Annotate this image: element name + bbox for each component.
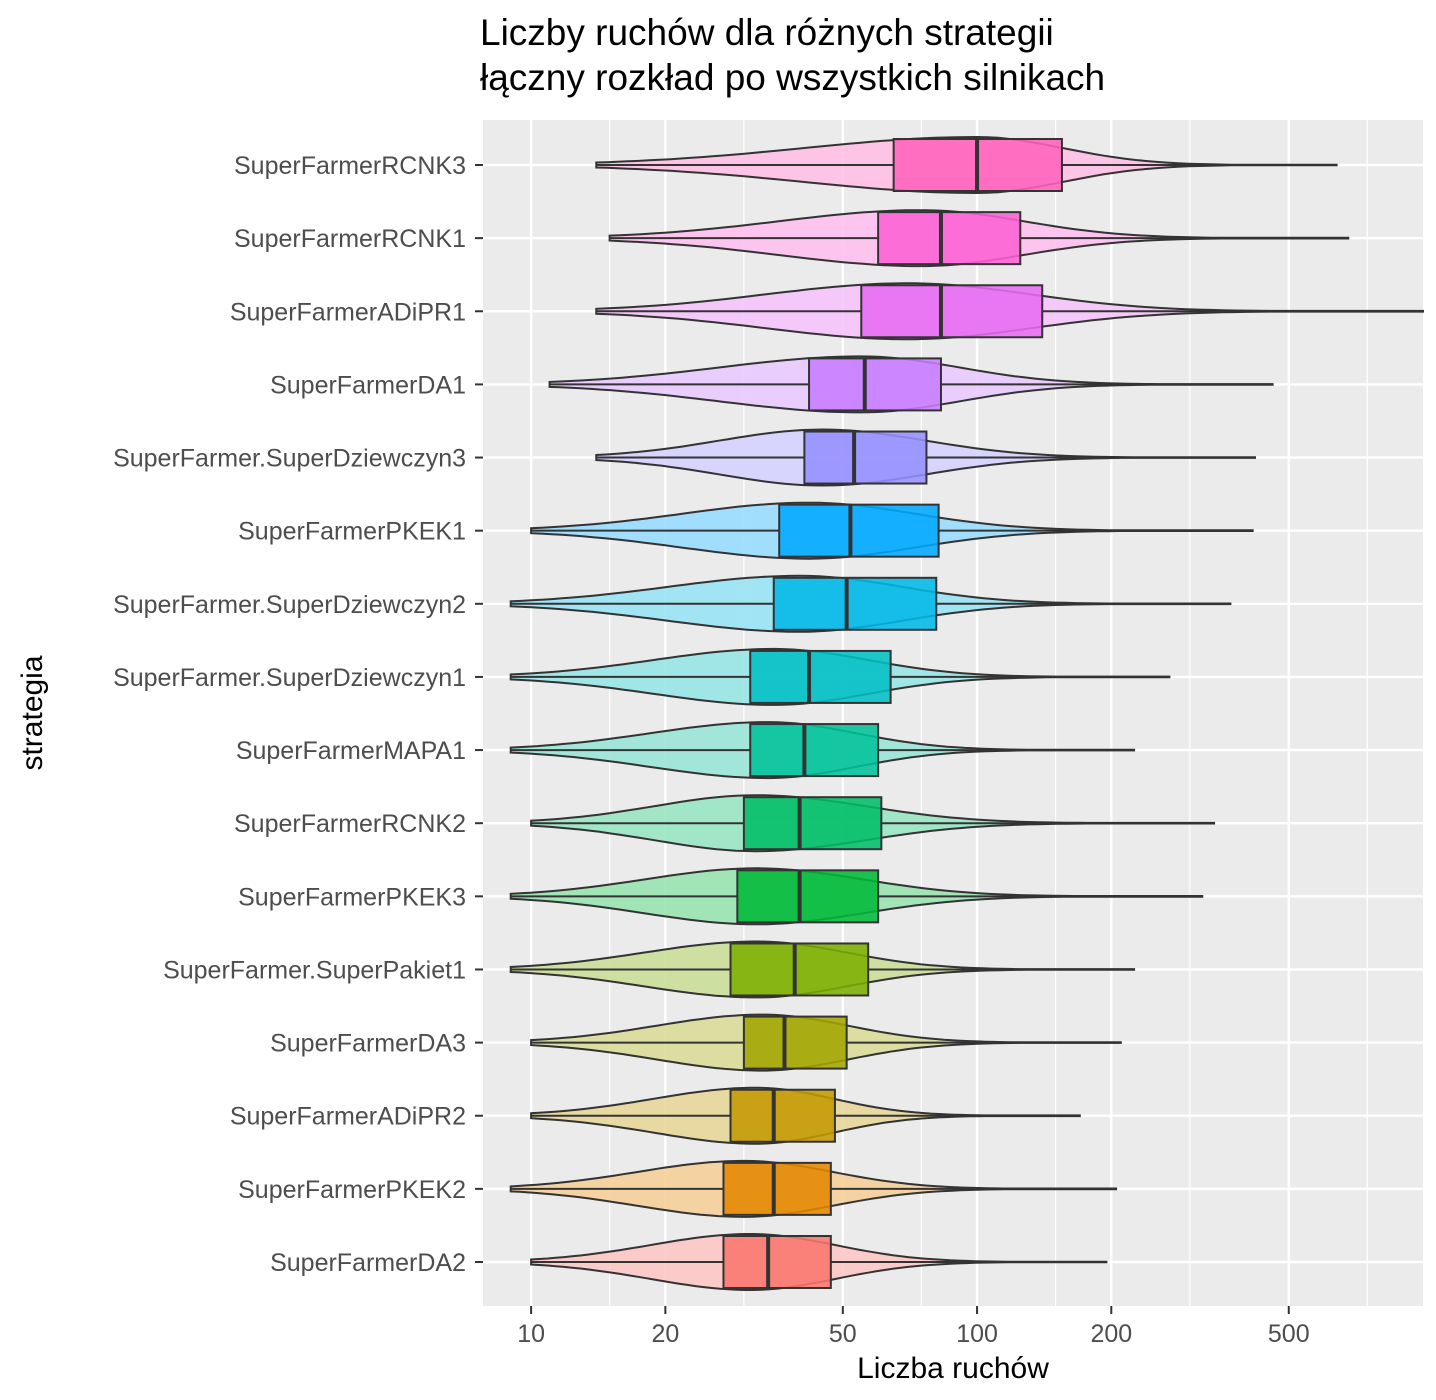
box-SuperFarmerADiPR1 <box>860 284 1044 339</box>
y-tick-label: SuperFarmerPKEK3 <box>238 883 466 911</box>
box-SuperFarmerPKEK2 <box>722 1161 832 1216</box>
box-SuperFarmer.SuperDziewczyn1 <box>749 649 892 704</box>
x-axis: 10 20 50 100 200 500 <box>517 1306 1310 1348</box>
y-tick-label: SuperFarmerRCNK2 <box>234 810 466 838</box>
chart-title-line-1: Liczby ruchów dla różnych strategii <box>480 12 1054 53</box>
x-tick-label: 50 <box>829 1320 857 1348</box>
chart-title: Liczby ruchów dla różnych strategii łącz… <box>480 10 1105 100</box>
y-tick-label: SuperFarmer.SuperPakiet1 <box>163 956 466 984</box>
box-SuperFarmerDA1 <box>808 357 942 412</box>
x-tick-label: 500 <box>1268 1320 1310 1348</box>
y-tick-label: SuperFarmerDA1 <box>270 371 466 399</box>
box-SuperFarmerADiPR2 <box>729 1088 836 1143</box>
y-tick-label: SuperFarmerRCNK1 <box>234 225 466 253</box>
x-tick-label: 20 <box>651 1320 679 1348</box>
box-SuperFarmerRCNK2 <box>742 796 883 851</box>
y-tick-label: SuperFarmer.SuperDziewczyn2 <box>113 591 466 619</box>
y-tick-label: SuperFarmerMAPA1 <box>236 737 466 765</box>
box-SuperFarmerDA2 <box>722 1235 832 1289</box>
y-tick-label: SuperFarmerPKEK1 <box>238 518 466 546</box>
x-tick-label: 200 <box>1090 1320 1132 1348</box>
boxplots <box>510 138 1423 1289</box>
y-tick-label: SuperFarmerADiPR2 <box>230 1103 466 1131</box>
y-tick-label: SuperFarmer.SuperDziewczyn1 <box>113 664 466 692</box>
box-SuperFarmerRCNK1 <box>877 211 1022 266</box>
box-SuperFarmer.SuperPakiet1 <box>729 942 870 997</box>
chart-title-line-2: łączny rozkład po wszystkich silnikach <box>480 57 1106 98</box>
x-tick-label: 10 <box>517 1320 545 1348</box>
x-tick-label: 100 <box>956 1320 998 1348</box>
y-tick-label: SuperFarmer.SuperDziewczyn3 <box>113 445 466 473</box>
y-axis-title: strategia <box>16 655 49 770</box>
y-tick-label: SuperFarmerPKEK2 <box>238 1176 466 1204</box>
box-SuperFarmerPKEK3 <box>736 869 880 924</box>
box-SuperFarmerDA3 <box>742 1015 848 1070</box>
box-SuperFarmer.SuperDziewczyn2 <box>772 576 938 631</box>
x-axis-title: Liczba ruchów <box>857 1352 1049 1385</box>
y-tick-label: SuperFarmerRCNK3 <box>234 152 466 180</box>
box-SuperFarmerPKEK1 <box>778 503 940 558</box>
y-tick-label: SuperFarmerDA2 <box>270 1249 466 1277</box>
box-SuperFarmerMAPA1 <box>749 723 880 778</box>
y-axis: SuperFarmerRCNK3 SuperFarmerRCNK1 SuperFar… <box>113 152 483 1277</box>
y-tick-label: SuperFarmerDA3 <box>270 1030 466 1058</box>
y-tick-label: SuperFarmerADiPR1 <box>230 298 466 326</box>
box-SuperFarmer.SuperDziewczyn3 <box>803 430 928 485</box>
